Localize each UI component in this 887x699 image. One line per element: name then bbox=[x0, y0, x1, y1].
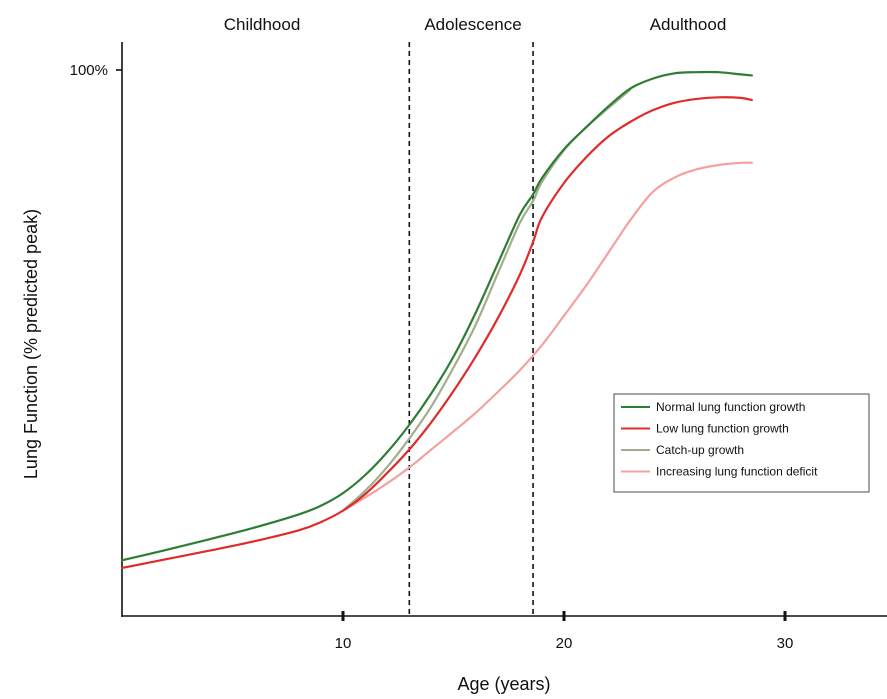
phase-label-adolescence: Adolescence bbox=[424, 15, 521, 34]
phase-labels: Childhood Adolescence Adulthood bbox=[224, 15, 727, 34]
x-ticks: 10 20 30 bbox=[335, 611, 794, 652]
series-line-increasing-lung-function-deficit bbox=[341, 161, 753, 512]
legend-items: Normal lung function growth Low lung func… bbox=[621, 400, 818, 479]
series-line-normal-lung-function-growth bbox=[120, 70, 753, 562]
legend-item-3: Catch-up growth bbox=[621, 443, 744, 457]
y-tick-label-0: 100% bbox=[70, 62, 108, 79]
legend-label: Increasing lung function deficit bbox=[656, 465, 818, 479]
y-axis-label: Lung Function (% predicted peak) bbox=[21, 209, 41, 479]
legend-item-1: Normal lung function growth bbox=[621, 400, 805, 414]
x-tick-label-30: 30 bbox=[777, 635, 794, 652]
legend-box bbox=[613, 393, 870, 493]
phase-label-adulthood: Adulthood bbox=[650, 15, 727, 34]
legend-item-2: Low lung function growth bbox=[621, 422, 789, 436]
phase-label-childhood: Childhood bbox=[224, 15, 301, 34]
phase-boundaries bbox=[408, 42, 534, 616]
legend-item-4: Increasing lung function deficit bbox=[621, 465, 818, 479]
x-tick-label-10: 10 bbox=[335, 635, 352, 652]
series-lines bbox=[120, 70, 753, 570]
legend-label: Normal lung function growth bbox=[656, 400, 805, 414]
series-line-catch-up-growth bbox=[341, 88, 632, 512]
x-axis-label: Age (years) bbox=[457, 674, 550, 694]
x-tick-label-20: 20 bbox=[556, 635, 573, 652]
series-line-low-lung-function-growth bbox=[120, 96, 753, 570]
legend-label: Catch-up growth bbox=[656, 443, 744, 457]
y-ticks: 100% bbox=[70, 62, 122, 79]
legend-label: Low lung function growth bbox=[656, 422, 789, 436]
legend: Normal lung function growth Low lung func… bbox=[613, 393, 870, 493]
